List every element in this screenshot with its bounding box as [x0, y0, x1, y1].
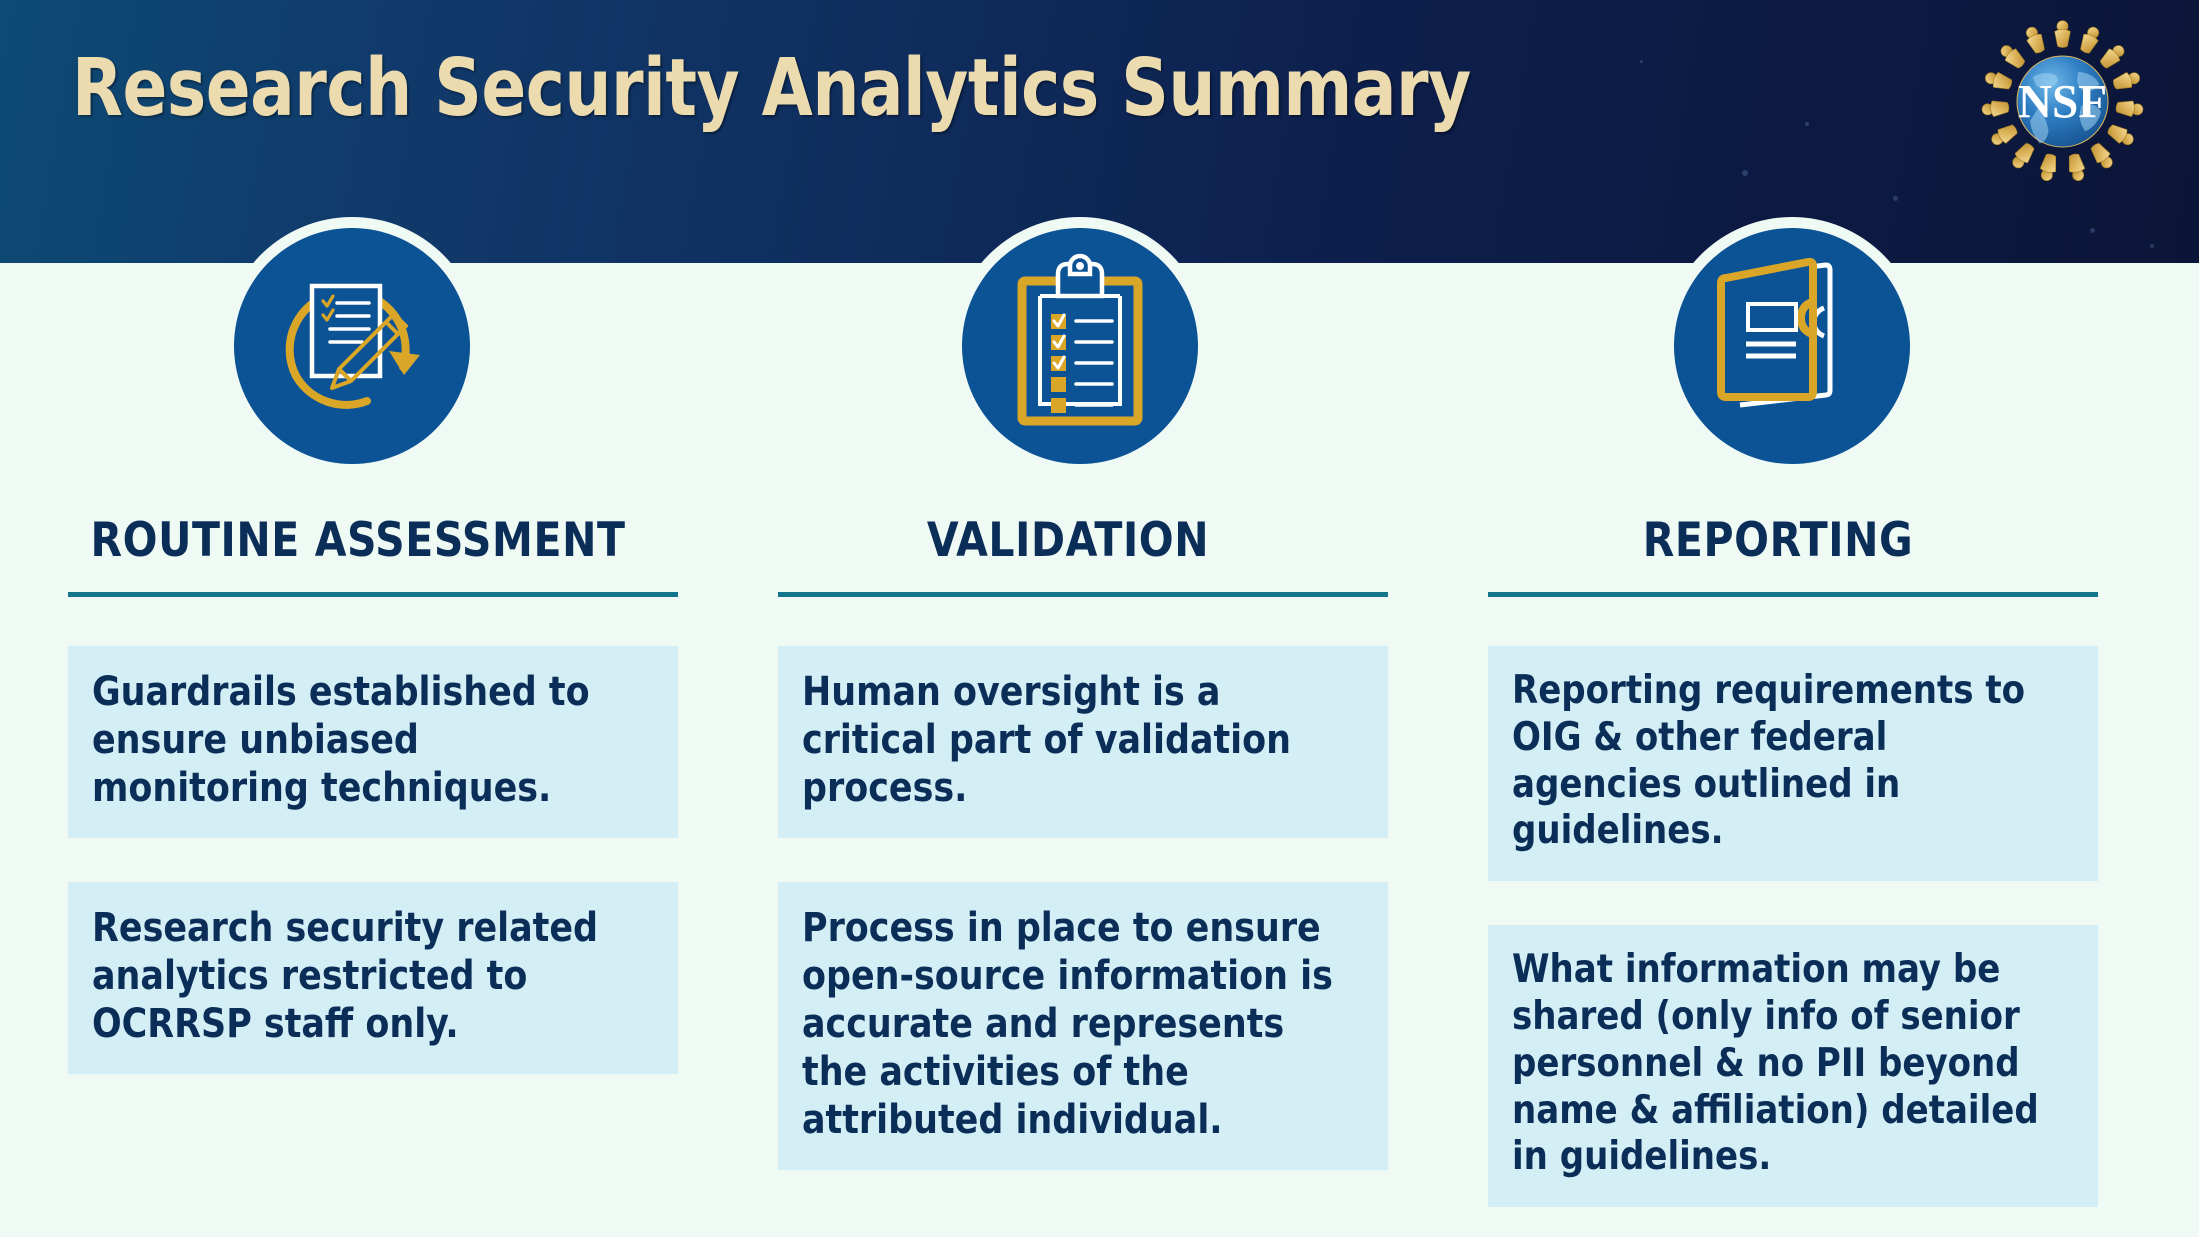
note-card: Guardrails established to ensure unbiase… [68, 646, 678, 838]
header-speck [2090, 228, 2095, 233]
icon-circle-routine-assessment [234, 228, 470, 464]
note-text: Research security related analytics rest… [92, 905, 599, 1047]
column-rule-validation [778, 592, 1388, 597]
nsf-globe: NSF [2016, 55, 2109, 148]
column-heading-routine-assessment: ROUTINE ASSESSMENT [90, 513, 626, 568]
nsf-wordmark: NSF [2018, 76, 2107, 128]
document-pencil-cycle-icon [285, 283, 420, 409]
note-card: Reporting requirements to OIG & other fe… [1488, 646, 2098, 882]
column-heading-validation: VALIDATION [926, 513, 1210, 568]
header-speck [1805, 122, 1809, 126]
icon-circle-reporting [1674, 228, 1910, 464]
column-rule-routine-assessment [68, 592, 678, 597]
note-text: Human oversight is a critical part of va… [802, 669, 1291, 811]
notes-reporting: Reporting requirements to OIG & other fe… [1488, 646, 2098, 1237]
note-card: What information may be shared (only inf… [1488, 925, 2098, 1208]
nsf-figure-ring [1981, 20, 2144, 182]
column-heading-reporting: REPORTING [1642, 513, 1914, 568]
note-text: What information may be shared (only inf… [1512, 947, 2039, 1180]
column-reporting: REPORTING Reporting requirements to OIG … [1458, 0, 2098, 1237]
notes-validation: Human oversight is a critical part of va… [778, 646, 1388, 1214]
notes-routine-assessment: Guardrails established to ensure unbiase… [68, 646, 678, 1118]
column-routine-assessment: ROUTINE ASSESSMENT Guardrails establishe… [38, 0, 678, 1237]
note-text: Reporting requirements to OIG & other fe… [1512, 668, 2026, 854]
column-validation: VALIDATION Human oversight is a critical… [748, 0, 1388, 1237]
clipboard-checklist-icon [1017, 253, 1143, 426]
header-speck [1640, 60, 1643, 63]
note-card: Human oversight is a critical part of va… [778, 646, 1388, 838]
column-rule-reporting [1488, 592, 2098, 597]
report-folder-icon [1717, 257, 1833, 408]
note-card: Process in place to ensure open-source i… [778, 882, 1388, 1170]
note-text: Guardrails established to ensure unbiase… [92, 669, 590, 811]
header-speck [1893, 196, 1898, 201]
note-text: Process in place to ensure open-source i… [802, 905, 1333, 1143]
note-card: Research security related analytics rest… [68, 882, 678, 1074]
header-band: Research Security Analytics Summary [0, 0, 2199, 263]
header-speck [1742, 170, 1748, 176]
page-title: Research Security Analytics Summary [72, 42, 1471, 134]
icon-circle-validation [962, 228, 1198, 464]
nsf-logo: NSF [1975, 14, 2150, 189]
header-speck [2150, 244, 2154, 248]
